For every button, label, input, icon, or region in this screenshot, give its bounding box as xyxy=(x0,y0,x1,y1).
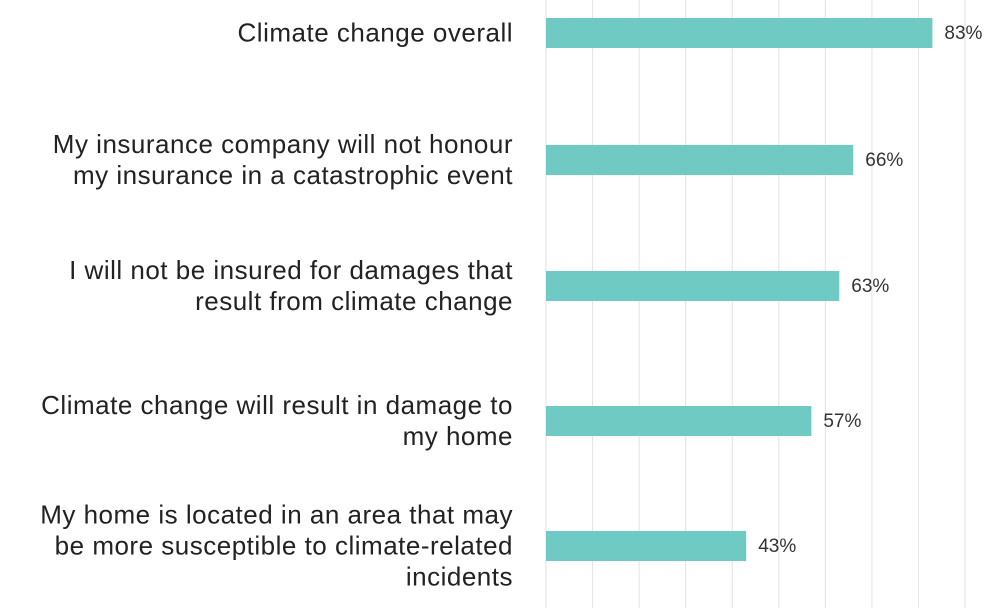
category-label: My insurance company will not honour my … xyxy=(52,129,513,190)
value-label: 43% xyxy=(758,536,796,557)
bar xyxy=(546,271,840,301)
category-label: Climate change overall xyxy=(237,17,513,48)
category-label: Climate change will result in damage to … xyxy=(41,390,513,451)
bar xyxy=(546,145,854,175)
category-label: I will not be insured for damages that r… xyxy=(69,255,513,316)
value-label: 63% xyxy=(851,276,889,297)
category-label: My home is located in an area that may b… xyxy=(40,499,513,592)
bar xyxy=(546,18,933,48)
bar xyxy=(546,531,747,561)
bar xyxy=(546,406,812,436)
value-label: 83% xyxy=(944,23,982,44)
value-label: 66% xyxy=(865,150,903,171)
value-label: 57% xyxy=(823,411,861,432)
